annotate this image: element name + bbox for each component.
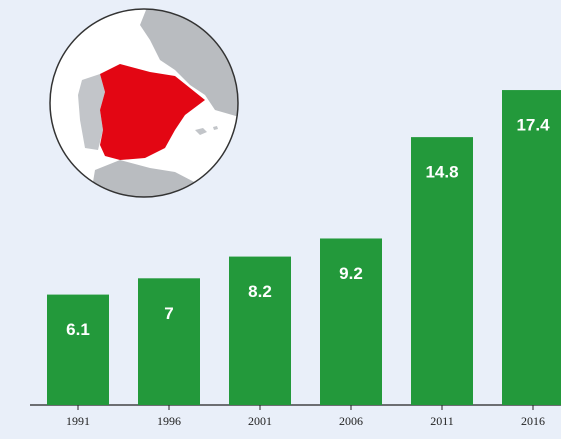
value-label: 14.8 — [425, 163, 458, 182]
bar — [411, 137, 473, 405]
value-label: 7 — [164, 304, 173, 323]
bar — [47, 294, 109, 405]
x-tick-label: 1991 — [66, 414, 90, 428]
x-tick-label: 2001 — [248, 414, 272, 428]
value-label: 9.2 — [339, 264, 363, 283]
value-label: 6.1 — [66, 320, 90, 339]
value-label: 17.4 — [516, 116, 550, 135]
bar — [502, 90, 561, 405]
x-tick-label: 2006 — [339, 414, 363, 428]
value-label: 8.2 — [248, 282, 272, 301]
bar — [138, 278, 200, 405]
bar — [320, 238, 382, 405]
bar — [229, 256, 291, 405]
x-tick-label: 2016 — [521, 414, 545, 428]
x-tick-label: 2011 — [430, 414, 454, 428]
x-tick-label: 1996 — [157, 414, 181, 428]
